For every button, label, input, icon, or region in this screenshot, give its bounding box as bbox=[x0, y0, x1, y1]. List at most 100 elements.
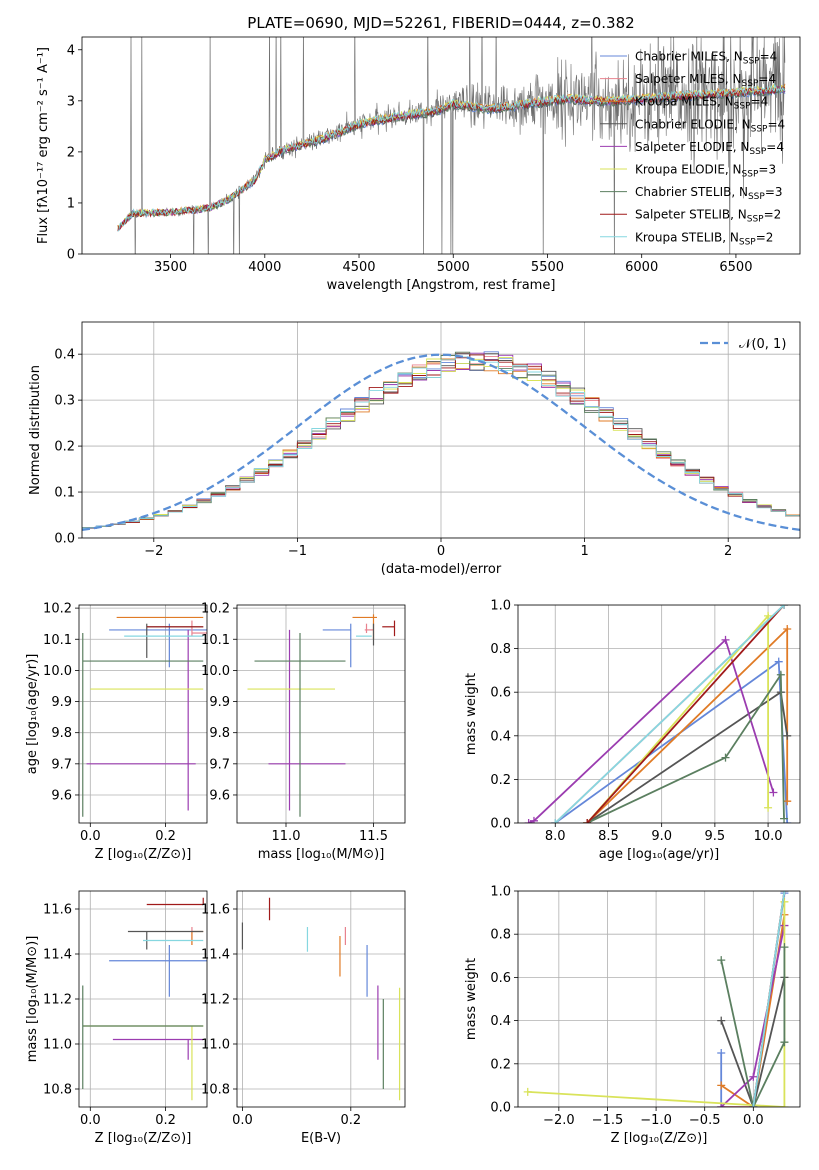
y-tick-label: 9.9 bbox=[209, 695, 230, 710]
weight-marker-kroupa_miles bbox=[783, 797, 792, 806]
legend-entry-kroupa_miles: Kroupa MILES, NSSP=4 bbox=[635, 95, 768, 112]
plot-area bbox=[79, 891, 207, 1107]
x-tick-label: 0.2 bbox=[155, 1113, 176, 1128]
legend-label: Chabrier STELIB, N bbox=[635, 185, 748, 199]
weight-marker-chabrier_stelib bbox=[776, 670, 785, 679]
legend-sub: SSP bbox=[742, 79, 759, 89]
weight-marker-chabrier_stelib bbox=[717, 956, 726, 965]
x-tick-label: 0.2 bbox=[340, 1113, 361, 1128]
y-tick-label: 0.8 bbox=[490, 642, 511, 657]
errorbar-point-kroupa_miles bbox=[191, 930, 204, 945]
y-axis-label: mass weight bbox=[464, 958, 479, 1040]
weight-marker-salpeter_elodie bbox=[769, 788, 778, 797]
weight-line-kroupa_miles bbox=[586, 626, 789, 823]
weight-line-chabrier_elodie bbox=[720, 977, 786, 1107]
weight-marker-kroupa_elodie bbox=[764, 611, 773, 620]
normal-curve bbox=[82, 353, 800, 532]
y-tick-label: 1.0 bbox=[490, 599, 511, 614]
errorbar-point-chabrier_stelib bbox=[82, 633, 204, 817]
y-tick-label: 10.1 bbox=[201, 633, 230, 648]
legend-entry-salpeter_stelib: Salpeter STELIB, NSSP=2 bbox=[635, 208, 781, 225]
y-tick-label: 10.0 bbox=[43, 664, 72, 679]
weight-marker-kroupa_elodie bbox=[780, 1103, 789, 1107]
x-axis-label: Z [log₁₀(Z/Z⊙)] bbox=[95, 1131, 192, 1146]
errorbar-point-salpeter_stelib bbox=[146, 897, 204, 906]
x-tick-label: 3500 bbox=[154, 260, 187, 275]
y-tick-label: 2 bbox=[67, 145, 75, 160]
x-tick-label: 9.0 bbox=[651, 829, 672, 844]
weight-marker-chabrier_stelib bbox=[780, 814, 789, 823]
y-tick-label: 9.7 bbox=[51, 757, 72, 772]
errorbar-point-chabrier_stelib bbox=[254, 633, 346, 817]
x-axis-label: mass [log₁₀(M/M⊙)] bbox=[258, 847, 385, 862]
residuals-legend: 𝒩(0, 1) bbox=[700, 337, 786, 352]
x-axis-label: (data-model)/error bbox=[381, 562, 502, 577]
y-tick-label: 0.0 bbox=[490, 817, 511, 832]
x-tick-label: −0.5 bbox=[689, 1113, 721, 1128]
axes-frame bbox=[81, 321, 801, 539]
y-axis-label: Normed distribution bbox=[28, 365, 43, 495]
weight-marker-kroupa_stelib bbox=[780, 891, 789, 895]
axes-frame bbox=[517, 890, 801, 1108]
subplot-age-vs-Z: 0.0 0.2 9.6 9.7 9.8 9.9 10.0 10.1 10.2 Z [log₁₀(Z… bbox=[25, 602, 208, 862]
model-spectrum-kroupa_stelib bbox=[117, 83, 785, 232]
y-tick-label: 9.7 bbox=[209, 757, 230, 772]
x-tick-label: 0 bbox=[437, 544, 445, 559]
legend-suffix: =2 bbox=[764, 208, 782, 222]
weight-marker-salpeter_elodie bbox=[749, 1072, 758, 1081]
x-tick-label: 8.0 bbox=[545, 829, 566, 844]
y-tick-label: 4 bbox=[67, 43, 75, 58]
legend-suffix: =3 bbox=[758, 163, 776, 177]
x-axis-label: wavelength [Angstrom, rest frame] bbox=[327, 278, 556, 293]
weight-marker-chabrier_miles bbox=[717, 1049, 726, 1057]
x-tick-label: 0.0 bbox=[80, 829, 101, 844]
y-tick-label: 10.0 bbox=[201, 664, 230, 679]
x-tick-label: 11.0 bbox=[272, 829, 301, 844]
weight-marker-chabrier_stelib bbox=[780, 1038, 789, 1047]
y-tick-label: 10.2 bbox=[201, 602, 230, 617]
y-tick-label: 1 bbox=[67, 196, 75, 211]
errorbar-point-chabrier_miles bbox=[322, 623, 352, 668]
x-axis-label: age [log₁₀(age/yr)] bbox=[599, 847, 720, 862]
errorbar-point-chabrier_miles bbox=[109, 945, 207, 997]
weight-marker-kroupa_elodie bbox=[780, 897, 789, 906]
legend-label-normal: 𝒩(0, 1) bbox=[739, 337, 786, 352]
axes-frame bbox=[78, 890, 208, 1108]
weight-line-salpeter_stelib bbox=[586, 605, 785, 823]
y-tick-label: 0.2 bbox=[490, 1057, 511, 1072]
legend-entry-kroupa_elodie: Kroupa ELODIE, NSSP=3 bbox=[635, 163, 776, 180]
y-tick-label: 0.6 bbox=[490, 971, 511, 986]
weight-marker-kroupa_elodie bbox=[523, 1087, 532, 1096]
y-tick-label: 0.0 bbox=[490, 1101, 511, 1116]
legend-sub: SSP bbox=[743, 57, 760, 67]
y-tick-label: 9.6 bbox=[209, 788, 230, 803]
y-tick-label: 0.4 bbox=[490, 729, 511, 744]
y-tick-label: 11.4 bbox=[43, 948, 72, 963]
errorbar-point-salpeter_elodie bbox=[86, 629, 196, 811]
axes-frame bbox=[81, 36, 801, 255]
y-tick-label: 9.8 bbox=[51, 726, 72, 741]
subplot-weight-vs-Z: −2.0 −1.5 −1.0 −0.5 0.0 0.0 0.2 0.4 0.6 0.8 1.0 Z [… bbox=[464, 885, 801, 1146]
y-tick-label: 0.2 bbox=[54, 440, 75, 455]
axes-frame bbox=[236, 604, 406, 824]
y-tick-label: 11.6 bbox=[43, 903, 72, 918]
x-tick-label: 10.0 bbox=[754, 829, 783, 844]
weight-line-kroupa_stelib bbox=[752, 891, 786, 1107]
y-tick-label: 10.8 bbox=[201, 1083, 230, 1098]
x-tick-label: −1.5 bbox=[592, 1113, 624, 1128]
subplot-spectrum: 3500 4000 4500 5000 5500 6000 6500 0 1 2 3 4 wavelen… bbox=[36, 36, 801, 293]
weight-line-kroupa_stelib bbox=[554, 605, 785, 823]
y-tick-label: 0.1 bbox=[54, 486, 75, 501]
weight-marker-salpeter_elodie bbox=[529, 816, 538, 823]
weight-marker-kroupa_stelib bbox=[780, 605, 789, 609]
legend-suffix: =2 bbox=[756, 230, 774, 244]
legend-label: Salpeter ELODIE, N bbox=[635, 140, 749, 154]
x-tick-label: 2 bbox=[724, 544, 732, 559]
y-tick-label: 0.0 bbox=[54, 532, 75, 547]
y-axis-label: Flux [fλ10⁻¹⁷ erg cm⁻² s⁻¹ A⁻¹] bbox=[36, 47, 51, 244]
errorbar-point-chabrier_miles bbox=[109, 623, 207, 668]
weight-marker-chabrier_elodie bbox=[783, 731, 792, 740]
legend-entry-chabrier_miles: Chabrier MILES, NSSP=4 bbox=[635, 50, 777, 67]
errorbar-point-chabrier_elodie bbox=[146, 623, 204, 658]
subplot-residuals: −2 −1 0 1 2 0.0 0.1 0.2 0.3 0.4 (data-model)/error… bbox=[28, 321, 801, 577]
